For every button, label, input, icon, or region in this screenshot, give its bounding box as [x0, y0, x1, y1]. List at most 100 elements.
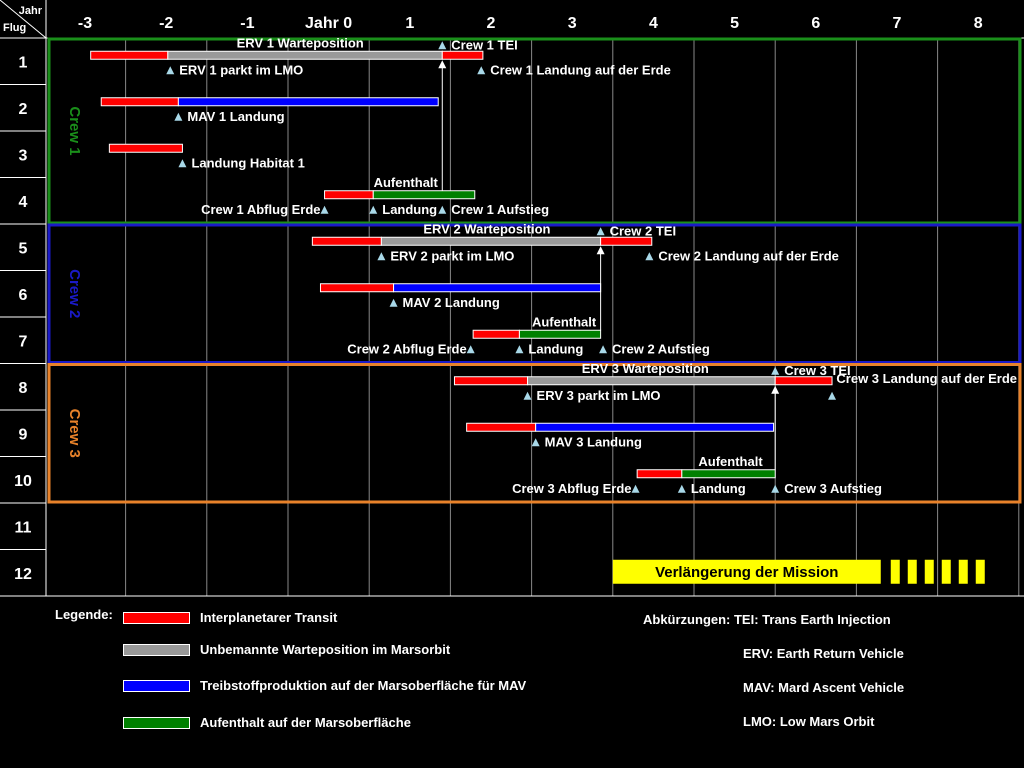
legend-item-fuel: Treibstoffproduktion auf der Marsoberflä… — [123, 678, 526, 693]
event-marker — [596, 227, 605, 236]
bar-transit — [324, 190, 374, 200]
event-marker — [369, 205, 378, 214]
bar-transit — [466, 422, 537, 432]
event-label: MAV 3 Landung — [545, 434, 642, 449]
event-label: Crew 1 Landung auf der Erde — [490, 62, 671, 77]
event-marker — [174, 112, 183, 121]
bar-label: ERV 3 Warteposition — [582, 361, 709, 376]
extension-dash — [890, 559, 900, 584]
bar-transit — [311, 236, 382, 246]
event-label: Landung — [691, 481, 746, 496]
flight-number-label: 12 — [14, 566, 32, 583]
bar-label: ERV 2 Warteposition — [423, 221, 550, 236]
event-label: ERV 3 parkt im LMO — [537, 388, 661, 403]
bar-fuel — [393, 283, 602, 293]
flight-number-label: 4 — [19, 194, 28, 211]
crew-box — [47, 37, 1022, 225]
x-tick-label: -3 — [78, 15, 92, 32]
legend-swatch-transit — [123, 611, 190, 624]
bar-transit — [100, 97, 179, 107]
legend-item-stay: Aufenthalt auf der Marsoberfläche — [123, 715, 411, 730]
bar-waiting — [380, 236, 602, 246]
corner-diagonal — [0, 0, 47, 39]
ascent-arrow-head — [596, 246, 605, 255]
extension-bar — [612, 559, 881, 584]
flight-number-label: 8 — [19, 380, 28, 397]
flight-number-label: 6 — [19, 287, 28, 304]
legend-swatch-fuel — [123, 679, 190, 692]
event-marker — [389, 298, 398, 307]
abbreviation-mav: MAV: Mard Ascent Vehicle — [743, 680, 905, 695]
bar-waiting — [527, 376, 776, 386]
extension-label: Verlängerung der Mission — [655, 564, 838, 581]
event-marker — [466, 345, 475, 354]
extension-dash — [907, 559, 917, 584]
crew-label: Crew 2 — [66, 269, 83, 318]
event-marker — [771, 366, 780, 375]
x-tick-label: 8 — [974, 15, 983, 32]
event-label: Crew 3 TEI — [784, 363, 850, 378]
event-label: Crew 1 Aufstieg — [451, 202, 549, 217]
extension-dash — [958, 559, 968, 584]
bar-transit — [108, 143, 183, 153]
legend-label-waiting: Unbemannte Warteposition im Marsorbit — [200, 642, 451, 657]
x-tick-label: 1 — [405, 15, 414, 32]
event-label: Landung — [528, 341, 583, 356]
event-marker — [515, 345, 524, 354]
bar-transit — [600, 236, 653, 246]
bar-label: Aufenthalt — [374, 175, 439, 190]
event-label: ERV 1 parkt im LMO — [179, 62, 303, 77]
bar-waiting — [167, 50, 443, 60]
event-marker — [828, 391, 837, 400]
flight-number-label: 10 — [14, 473, 32, 490]
extension-dash — [975, 559, 985, 584]
legend-label-fuel: Treibstoffproduktion auf der Marsoberflä… — [200, 678, 527, 693]
event-marker — [523, 391, 532, 400]
bar-label: ERV 1 Warteposition — [237, 35, 364, 50]
abbreviation-tei: Abkürzungen: TEI: Trans Earth Injection — [643, 612, 891, 627]
event-marker — [477, 66, 486, 75]
bar-transit — [441, 50, 484, 60]
event-marker — [438, 41, 447, 50]
bar-transit — [90, 50, 169, 60]
flight-number-label: 5 — [19, 240, 28, 257]
bar-label: Aufenthalt — [698, 454, 763, 469]
legend-item-waiting: Unbemannte Warteposition im Marsorbit — [123, 642, 450, 657]
crew-label: Crew 3 — [66, 409, 83, 458]
x-tick-label: 2 — [487, 15, 496, 32]
event-marker — [771, 484, 780, 493]
event-marker — [438, 205, 447, 214]
event-label: MAV 1 Landung — [187, 109, 284, 124]
event-label: Crew 1 TEI — [451, 37, 517, 52]
bar-transit — [774, 376, 833, 386]
x-tick-label: 4 — [649, 15, 658, 32]
legend-title: Legende: — [55, 607, 113, 622]
event-marker — [320, 205, 329, 214]
bar-fuel — [177, 97, 439, 107]
event-marker — [531, 438, 540, 447]
legend-label-stay: Aufenthalt auf der Marsoberfläche — [200, 715, 411, 730]
event-label: Crew 2 Landung auf der Erde — [658, 248, 839, 263]
bar-stay — [372, 190, 476, 200]
event-label: Crew 2 Aufstieg — [612, 341, 710, 356]
x-tick-label: 6 — [811, 15, 820, 32]
flight-number-label: 9 — [19, 426, 28, 443]
event-marker — [166, 66, 175, 75]
legend-swatch-stay — [123, 716, 190, 729]
event-marker — [645, 252, 654, 261]
bar-transit — [472, 329, 520, 339]
x-tick-label: -1 — [240, 15, 254, 32]
ascent-arrow-head — [438, 60, 447, 69]
event-marker — [178, 159, 187, 168]
event-label: Crew 2 Abflug Erde — [347, 341, 466, 356]
x-tick-label: Jahr 0 — [305, 15, 352, 32]
flight-number-label: 11 — [15, 519, 32, 536]
bar-fuel — [535, 422, 775, 432]
x-tick-label: -2 — [159, 15, 173, 32]
event-label: Crew 1 Abflug Erde — [201, 202, 320, 217]
flight-number-label: 2 — [19, 101, 28, 118]
event-label: Crew 3 Aufstieg — [784, 481, 882, 496]
flight-number-label: 1 — [19, 54, 28, 71]
bar-transit — [319, 283, 395, 293]
